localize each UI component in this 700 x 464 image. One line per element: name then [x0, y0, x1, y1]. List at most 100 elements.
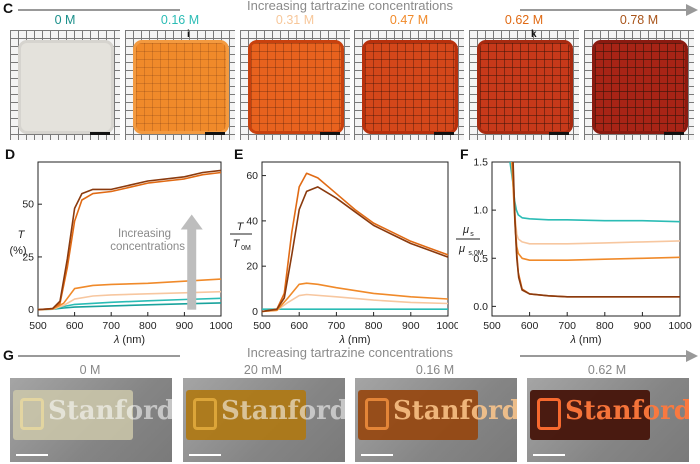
chart-d: 500 600 700 800 900 1000 0 25 50 λ (nm) T (%) Increa… — [9, 161, 232, 346]
x-tick-label: 800 — [365, 320, 383, 332]
x-tick-label: 900 — [402, 320, 420, 332]
scale-bar — [549, 132, 569, 135]
hydrogel-tile-photo — [354, 30, 464, 140]
y-axis-label-num-sub: s — [470, 231, 474, 238]
series-line — [511, 161, 680, 298]
annotation-line-1: Increasing — [118, 228, 171, 240]
x-axis-label: λ (nm) — [338, 334, 370, 346]
x-tick-label: 900 — [634, 320, 652, 332]
series-line — [37, 278, 222, 311]
y-tick-label: 50 — [22, 199, 34, 211]
stanford-word: Stanford — [565, 396, 689, 426]
panel-letter-d: D — [5, 146, 16, 162]
stanford-logo-mark — [193, 398, 217, 430]
series-line — [511, 161, 681, 261]
hydrogel-tile-photo — [584, 30, 694, 140]
x-axis-label: λ (nm) — [113, 334, 145, 346]
top-arrow-title: Increasing tartrazine concentrations — [180, 0, 520, 13]
scale-bar — [664, 132, 684, 135]
series-line — [512, 161, 680, 298]
x-tick-label: 500 — [29, 320, 47, 332]
panel-letter-e: E — [234, 146, 244, 162]
y-tick-label: 0 — [28, 304, 34, 316]
scale-bar — [434, 132, 454, 135]
series-line — [509, 161, 681, 223]
panel-letter-g: G — [3, 347, 14, 363]
series-line — [261, 186, 449, 313]
x-tick-label: 600 — [290, 320, 308, 332]
stanford-photo: Stanford — [10, 378, 172, 462]
hydrogel-square — [133, 40, 229, 134]
y-tick-label: 40 — [246, 215, 258, 227]
x-tick-label: 1000 — [209, 320, 232, 332]
x-tick-label: 900 — [176, 320, 194, 332]
scale-bar — [320, 132, 340, 135]
x-tick-label: 1000 — [668, 320, 692, 332]
stanford-logo-mark — [20, 398, 44, 430]
hydrogel-square — [248, 40, 344, 134]
hydrogel-tile-photo: k — [469, 29, 579, 140]
y-tick-label: 20 — [246, 261, 258, 273]
series-line — [261, 282, 449, 313]
y-axis-unit: (%) — [9, 245, 26, 257]
panel-letter-f: F — [460, 146, 469, 162]
g-concentration-label: 0.62 M — [587, 363, 627, 377]
y-axis-label-denom-sub: s,0M — [468, 250, 483, 257]
plot-frame — [261, 161, 449, 317]
stanford-logo-mark — [537, 398, 561, 430]
hydrogel-square — [362, 40, 458, 134]
stanford-word: Stanford — [393, 396, 517, 426]
stanford-logo-mark — [365, 398, 389, 430]
hydrogel-square — [18, 40, 114, 134]
x-tick-label: 500 — [253, 320, 271, 332]
y-tick-label: 1.0 — [473, 205, 488, 217]
y-tick-label: 0.0 — [473, 301, 488, 313]
y-tick-label: 0.5 — [473, 253, 488, 265]
g-concentration-label: 0 M — [79, 363, 101, 377]
x-tick-label: 800 — [139, 320, 157, 332]
x-tick-label: 1000 — [436, 320, 458, 332]
stanford-photo: Stanford — [355, 378, 517, 462]
plot-frame — [37, 161, 222, 317]
stanford-word: Stanford — [221, 396, 345, 426]
hydrogel-square — [592, 40, 688, 134]
hydrogel-square — [477, 40, 573, 134]
hydrogel-tile-photo — [10, 30, 120, 140]
increasing-arrow-head — [180, 214, 203, 230]
hydrogel-tile-photo — [240, 30, 350, 140]
scale-bar — [189, 454, 221, 456]
concentration-label: 0.16 M — [160, 13, 200, 27]
chart-f: 500 600 700 800 900 1000 0.0 0.5 1.0 1.5 λ (nm) μ sμ… — [456, 157, 692, 346]
y-axis-label-sub: 0M — [241, 245, 251, 252]
x-tick-label: 700 — [558, 320, 576, 332]
hydrogel-tile-photo: i — [125, 29, 235, 140]
y-axis-label: T — [18, 229, 26, 241]
y-tick-label: 25 — [22, 251, 34, 263]
panel-letter-c: C — [3, 0, 14, 16]
x-tick-label: 500 — [483, 320, 501, 332]
y-axis-label-num: T — [237, 221, 245, 233]
concentration-label: 0.47 M — [389, 13, 429, 27]
series-line — [261, 172, 449, 313]
series-line — [510, 161, 681, 245]
annotation-line-2: concentrations — [110, 241, 185, 253]
x-tick-label: 700 — [102, 320, 120, 332]
y-axis-label-num: μ — [462, 224, 469, 236]
y-tick-label: 0 — [252, 306, 258, 318]
x-tick-label: 600 — [66, 320, 84, 332]
y-tick-label: 60 — [246, 170, 258, 182]
y-axis-label-denom: μ — [458, 243, 465, 255]
plot-frame — [491, 161, 681, 317]
scale-bar — [533, 454, 565, 456]
bottom-arrow-title: Increasing tartrazine concentrations — [180, 345, 520, 360]
stanford-photo: Stanford — [527, 378, 689, 462]
y-axis-label-denom: T — [233, 238, 241, 250]
concentration-label: 0 M — [54, 13, 76, 27]
concentration-label: 0.31 M — [275, 13, 315, 27]
increasing-arrow-shaft — [187, 229, 197, 310]
x-axis-label: λ (nm) — [569, 334, 601, 346]
y-tick-label: 1.5 — [473, 157, 488, 169]
x-tick-label: 600 — [521, 320, 539, 332]
x-tick-label: 800 — [596, 320, 614, 332]
